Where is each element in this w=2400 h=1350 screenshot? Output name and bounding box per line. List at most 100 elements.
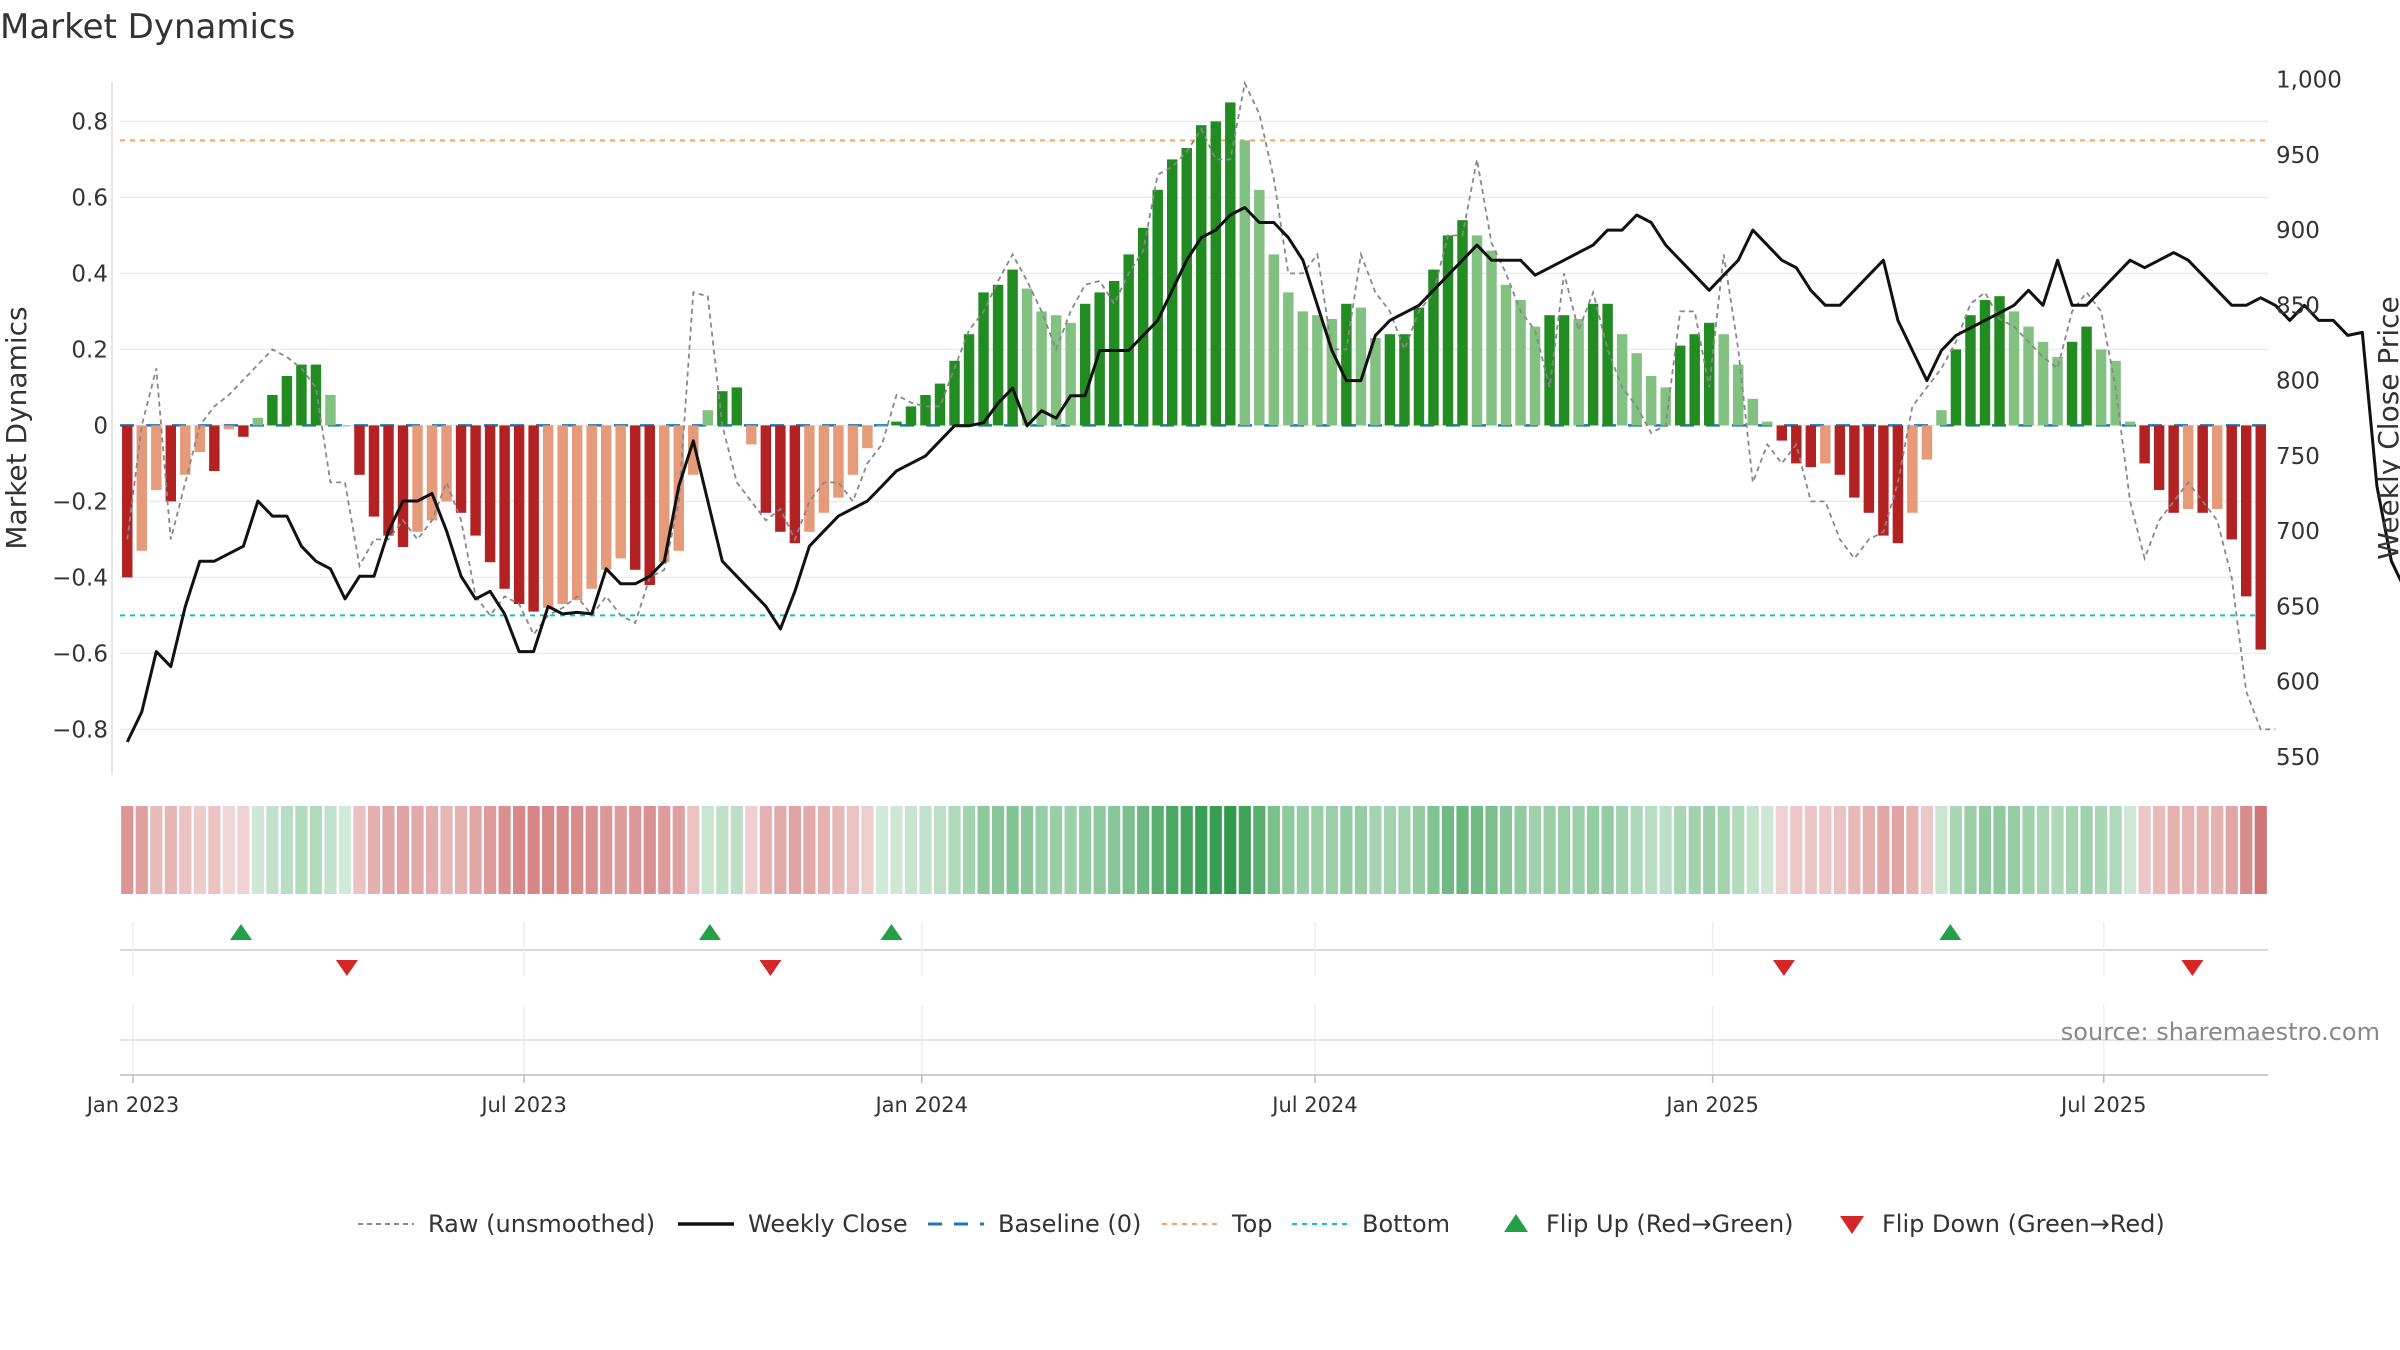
x-tick-label: Jul 2025 [2059,1093,2146,1117]
left-tick-label: −0.2 [52,489,108,515]
market-dynamics-bar [1849,425,1860,498]
market-dynamics-bar [1428,269,1439,426]
market-dynamics-bar [238,425,249,437]
market-dynamics-bar [499,425,510,589]
market-dynamics-bar [368,425,380,517]
heat-strip-cell [1804,806,1817,894]
heat-strip-cell [1050,806,1063,894]
heat-strip-cell [2254,806,2267,894]
market-dynamics-bar [746,425,757,445]
heat-strip-cell [469,806,482,894]
heat-strip-cell [1485,806,1498,894]
heat-strip-cell [121,806,134,894]
market-dynamics-bar [1674,345,1686,426]
market-dynamics-bar [1878,425,1889,536]
heat-strip-cell [1833,806,1846,894]
heat-strip-cell [1209,806,1222,894]
heat-strip-cell [701,806,714,894]
heat-strip-cell [1253,806,1266,894]
heat-strip-cell [2095,806,2108,894]
market-dynamics-bar [905,406,917,426]
market-dynamics-bar [1341,303,1352,426]
market-dynamics-bar [1413,307,1425,426]
market-dynamics-bar [2139,425,2150,464]
market-dynamics-bar [760,425,772,513]
market-dynamics-bar [949,360,960,426]
heat-strip-cell [309,806,323,894]
reference-lines [120,139,2268,617]
heat-strip-cell [1456,806,1469,894]
market-dynamics-bar [2023,326,2034,426]
market-dynamics-bar [1805,425,1817,468]
heat-strip-cell [2065,806,2079,894]
market-dynamics-bar [789,425,801,544]
right-tick-label: 950 [2276,143,2320,169]
price-lines [125,80,2400,743]
heat-strip-cell [788,806,801,894]
market-dynamics-bar [1471,235,1483,426]
market-dynamics-bar [310,364,322,426]
heat-strip-cell [1862,806,1875,894]
heat-strip-cell [1688,806,1701,894]
legend-item: Weekly Close [678,1210,908,1238]
right-tick-label: 650 [2276,594,2320,620]
heat-strip-cell [614,806,627,894]
market-dynamics-bar [920,395,931,426]
market-dynamics-bar [775,425,786,532]
market-dynamics-bar [600,425,612,570]
heat-strip-cell [730,806,743,894]
heat-strip-cell [1238,806,1251,894]
heat-strip-cell [1151,806,1164,894]
heat-strip-cell [948,806,961,894]
market-dynamics-bar [325,395,336,426]
market-dynamics-bar [644,425,655,585]
heat-strip-cell [1093,806,1106,894]
heat-strip-cell [1732,806,1745,894]
market-dynamics-bar [934,383,946,426]
heat-strip-cell [1891,806,1904,894]
market-dynamics-bar [542,425,554,608]
market-dynamics-bar [1500,284,1512,426]
market-dynamics-bar [1065,322,1076,426]
market-dynamics-bar [571,425,583,601]
market-dynamics-bar [1384,334,1396,426]
heat-strip-cell [1412,806,1426,894]
heat-strip-cell [1021,806,1034,894]
heat-strip-cell [875,806,889,894]
raw-unsmoothed-line [126,80,2276,731]
market-dynamics-bar [1399,334,1410,426]
right-axis-label: Weekly Close Price [2372,296,2400,559]
market-dynamics-bar [2008,311,2020,426]
heat-strip-cell [367,806,381,894]
x-tick-label: Jan 2023 [85,1093,180,1117]
market-dynamics-bar [252,417,264,426]
legend-label: Bottom [1362,1210,1450,1238]
flip-up-marker [1939,924,1962,940]
heat-strip-cell [2225,806,2238,894]
heat-strip-cell [251,806,264,894]
market-dynamics-bar [1863,425,1875,513]
market-dynamics-bar [717,391,728,426]
market-dynamics-bar [1950,349,1962,426]
heat-strip-cell [280,806,293,894]
right-tick-label: 900 [2276,218,2320,244]
flip-down-marker [759,960,782,976]
heat-strip-cell [643,806,656,894]
x-tick-label: Jul 2024 [1270,1093,1357,1117]
market-dynamics-bar [296,364,307,426]
market-dynamics-bar [2255,425,2266,650]
heat-strip-cell [2211,806,2224,894]
heat-strip-cell [1790,806,1803,894]
left-tick-label: −0.6 [52,641,108,667]
heat-strip-cell [1543,806,1556,894]
market-dynamics-bar [209,425,220,471]
heat-strip-cell [600,806,613,894]
heat-strip-cell [1340,806,1353,894]
heat-strip-cell [716,806,729,894]
market-dynamics-bar [1660,387,1671,426]
heat-strip-cell [1993,806,2006,894]
legend-label: Raw (unsmoothed) [428,1210,655,1238]
market-dynamics-bar [426,425,438,521]
x-tick-label: Jul 2023 [479,1093,566,1117]
heat-strip-cell [1195,806,1208,894]
